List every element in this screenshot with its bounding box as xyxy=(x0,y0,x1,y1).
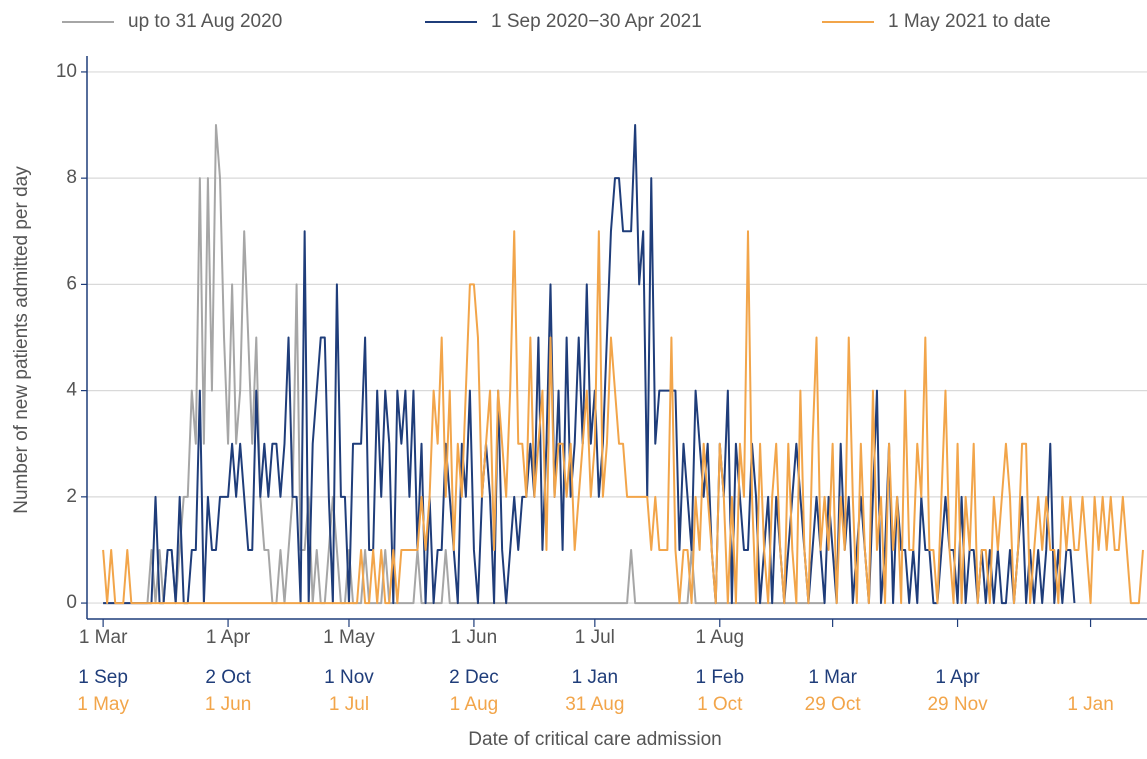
x-tick-label: 1 Aug xyxy=(450,694,499,715)
x-tick-label: 1 Jul xyxy=(575,627,615,648)
x-tick-label: 1 May xyxy=(323,627,375,648)
x-tick-label: 1 Jun xyxy=(451,627,497,648)
x-tick-label: 1 Mar xyxy=(808,667,857,688)
y-tick-label: 0 xyxy=(66,592,77,613)
y-axis-label: Number of new patients admitted per day xyxy=(11,166,32,514)
x-tick-label: 31 Aug xyxy=(565,694,624,715)
x-tick-label: 1 Feb xyxy=(695,667,744,688)
series-line xyxy=(103,124,825,605)
x-tick-label: 1 Jul xyxy=(329,694,369,715)
legend-label: 1 May 2021 to date xyxy=(888,11,1051,32)
series-line xyxy=(102,230,1144,605)
y-tick-label: 10 xyxy=(56,61,77,82)
x-axis-label: Date of critical care admission xyxy=(468,729,721,750)
x-tick-label: 1 Jan xyxy=(572,667,618,688)
legend-label: 1 Sep 2020−30 Apr 2021 xyxy=(491,11,702,32)
x-tick-label: 1 May xyxy=(77,694,129,715)
x-tick-label: 1 Aug xyxy=(695,627,744,648)
x-tick-label: 1 Oct xyxy=(697,694,743,715)
series-line xyxy=(103,124,1076,605)
x-tick-label: 1 Nov xyxy=(324,667,374,688)
y-tick-label: 2 xyxy=(66,486,77,507)
x-tick-label: 29 Nov xyxy=(927,694,988,715)
x-tick-label: 1 Jan xyxy=(1067,694,1113,715)
x-tick-label: 1 Jun xyxy=(205,694,251,715)
y-tick-label: 6 xyxy=(66,273,77,294)
x-tick-label: 29 Oct xyxy=(805,694,862,715)
x-tick-label: 1 Sep xyxy=(78,667,128,688)
x-tick-label: 1 Apr xyxy=(206,627,251,648)
x-tick-label: 2 Oct xyxy=(205,667,251,688)
x-tick-label: 2 Dec xyxy=(449,667,499,688)
x-tick-label: 1 Apr xyxy=(935,667,980,688)
legend-label: up to 31 Aug 2020 xyxy=(128,11,282,32)
y-tick-label: 4 xyxy=(66,380,77,401)
x-tick-label: 1 Mar xyxy=(79,627,128,648)
y-tick-label: 8 xyxy=(66,167,77,188)
